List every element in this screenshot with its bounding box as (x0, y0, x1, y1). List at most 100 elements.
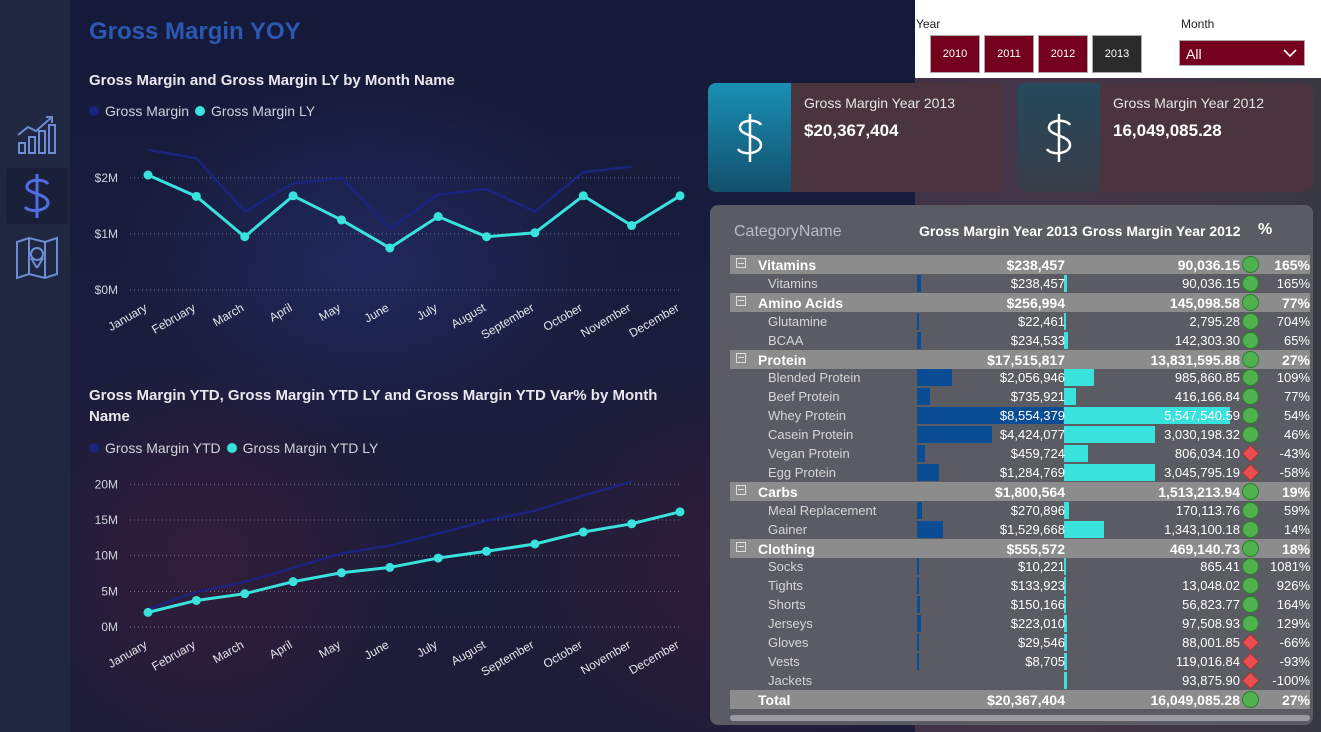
group-row[interactable]: Carbs $1,800,564 1,513,213.94 19% (730, 481, 1310, 501)
data-point[interactable] (627, 221, 637, 231)
x-tick-label: June (362, 300, 392, 325)
table-row[interactable]: Blended Protein $2,056,946 985,860.85 109% (730, 368, 1310, 387)
data-point[interactable] (143, 170, 153, 180)
chart2-svg[interactable]: 0M 5M 10M 15M 20M January February March April Ma… (80, 462, 700, 687)
data-point[interactable] (385, 243, 395, 253)
total-row[interactable]: Total $20,367,404 16,049,085.28 27% (730, 689, 1310, 709)
value-2013: $20,367,404 (987, 691, 1065, 708)
data-point[interactable] (143, 607, 153, 617)
category-name: Tights (768, 578, 803, 594)
collapse-icon[interactable] (736, 484, 746, 495)
value-2012: 88,001.85 (1182, 635, 1240, 650)
green-circle-icon (1242, 596, 1259, 614)
group-row[interactable]: Clothing $555,572 469,140.73 18% (730, 538, 1310, 558)
table-row[interactable]: Gloves $29,546 88,001.85 -66% (730, 633, 1310, 652)
legend-swatch-gross-margin (89, 106, 99, 116)
group-row[interactable]: Protein $17,515,817 13,831,595.88 27% (730, 349, 1310, 369)
x-tick-label: November (578, 300, 633, 340)
header-category[interactable]: CategoryName (734, 223, 842, 240)
year-button-2010[interactable]: 2010 (930, 35, 980, 73)
category-name: Gainer (768, 521, 808, 537)
table-row[interactable]: Whey Protein $8,554,379 5,547,540.59 54% (730, 406, 1310, 425)
table-row[interactable]: Jackets 93,875.90 -100% (730, 671, 1310, 690)
data-point[interactable] (385, 562, 395, 572)
value-2012: 2,795.28 (1189, 313, 1240, 329)
x-tick-label: January (106, 637, 150, 670)
red-diamond-icon (1241, 671, 1260, 689)
data-point[interactable] (578, 527, 588, 537)
category-name: Vitamins (758, 257, 817, 273)
data-point[interactable] (482, 546, 492, 556)
year-button-2011[interactable]: 2011 (984, 35, 1034, 73)
data-point[interactable] (288, 577, 298, 587)
value-2013: $150,166 (1010, 597, 1065, 613)
horizontal-scrollbar[interactable] (730, 715, 1310, 721)
table-row[interactable]: Gainer $1,529,668 1,343,100.18 14% (730, 520, 1310, 539)
data-point[interactable] (240, 232, 250, 242)
table-row[interactable]: Glutamine $22,461 2,795.28 704% (730, 312, 1310, 331)
data-bar-2013 (917, 274, 922, 292)
header-2013[interactable]: Gross Margin Year 2013 (919, 223, 1078, 239)
data-point[interactable] (675, 507, 685, 517)
x-tick-label: April (267, 300, 295, 324)
table-row[interactable]: Jerseys $223,010 97,508.93 129% (730, 614, 1310, 633)
pct-change: 1081% (1270, 559, 1311, 575)
month-dropdown[interactable]: All (1179, 40, 1305, 66)
table-row[interactable]: Beef Protein $735,921 416,166.84 77% (730, 387, 1310, 406)
table-row[interactable]: Tights $133,923 13,048.02 926% (730, 576, 1310, 595)
y-tick-label: $2M (95, 171, 118, 185)
data-point[interactable] (433, 212, 443, 222)
value-2012: 93,875.90 (1182, 672, 1240, 688)
data-bar-2013 (917, 615, 921, 633)
y-tick-label: 0M (101, 620, 118, 634)
data-bar-2012 (1064, 331, 1069, 349)
data-bar-2012 (1064, 652, 1068, 670)
data-point[interactable] (336, 568, 346, 578)
group-row[interactable]: Vitamins $238,457 90,036.15 165% (730, 255, 1310, 274)
pct-change: 77% (1281, 294, 1310, 311)
data-point[interactable] (578, 191, 588, 201)
table-row[interactable]: Vegan Protein $459,724 806,034.10 -43% (730, 444, 1310, 463)
data-point[interactable] (336, 215, 346, 225)
year-button-2013[interactable]: 2013 (1092, 35, 1142, 73)
green-circle-icon (1242, 426, 1259, 444)
data-point[interactable] (288, 191, 298, 201)
data-point[interactable] (240, 589, 250, 599)
chevron-down-icon (1283, 49, 1297, 58)
header-pct[interactable]: % (1258, 221, 1273, 238)
table-row[interactable]: Vitamins $238,457 90,036.15 165% (730, 274, 1310, 293)
data-point[interactable] (433, 553, 443, 563)
year-button-2012[interactable]: 2012 (1038, 35, 1088, 73)
table-row[interactable]: Shorts $150,166 56,823.77 164% (730, 595, 1310, 614)
data-point[interactable] (530, 228, 540, 238)
data-bar-2013 (917, 463, 939, 481)
data-point[interactable] (627, 519, 637, 529)
table-row[interactable]: Meal Replacement $270,896 170,113.76 59% (730, 501, 1310, 520)
collapse-icon[interactable] (736, 258, 746, 268)
group-row[interactable]: Amino Acids $256,994 145,098.58 77% (730, 292, 1310, 312)
data-point[interactable] (191, 595, 201, 605)
collapse-icon[interactable] (736, 541, 746, 552)
collapse-icon[interactable] (736, 352, 746, 363)
chart1-svg[interactable]: $0M $1M $2M January February March April May Jun… (80, 125, 700, 350)
table-row[interactable]: Egg Protein $1,284,769 3,045,795.19 -58% (730, 463, 1310, 482)
header-2012[interactable]: Gross Margin Year 2012 (1082, 223, 1241, 239)
category-name: Socks (768, 559, 804, 575)
table-row[interactable]: Socks $10,221 865.41 1081% (730, 557, 1310, 576)
collapse-icon[interactable] (736, 295, 746, 306)
dollar-icon (23, 174, 50, 218)
table-row[interactable]: BCAA $234,533 142,303.30 65% (730, 331, 1310, 350)
x-tick-label: January (106, 300, 150, 333)
table-row[interactable]: Vests $8,705 119,016.84 -93% (730, 652, 1310, 671)
data-point[interactable] (675, 191, 685, 201)
data-point[interactable] (191, 191, 201, 201)
series-line-last-year (147, 173, 681, 250)
data-point[interactable] (530, 539, 540, 549)
nav-map-button[interactable] (6, 230, 68, 286)
nav-dollar-button[interactable] (6, 168, 68, 224)
nav-growth-button[interactable] (6, 106, 68, 162)
data-point[interactable] (482, 232, 492, 242)
chart2-title: Gross Margin YTD, Gross Margin YTD LY an… (89, 387, 658, 425)
pct-change: 77% (1283, 389, 1310, 405)
table-row[interactable]: Casein Protein $4,424,077 3,030,198.32 46% (730, 425, 1310, 444)
